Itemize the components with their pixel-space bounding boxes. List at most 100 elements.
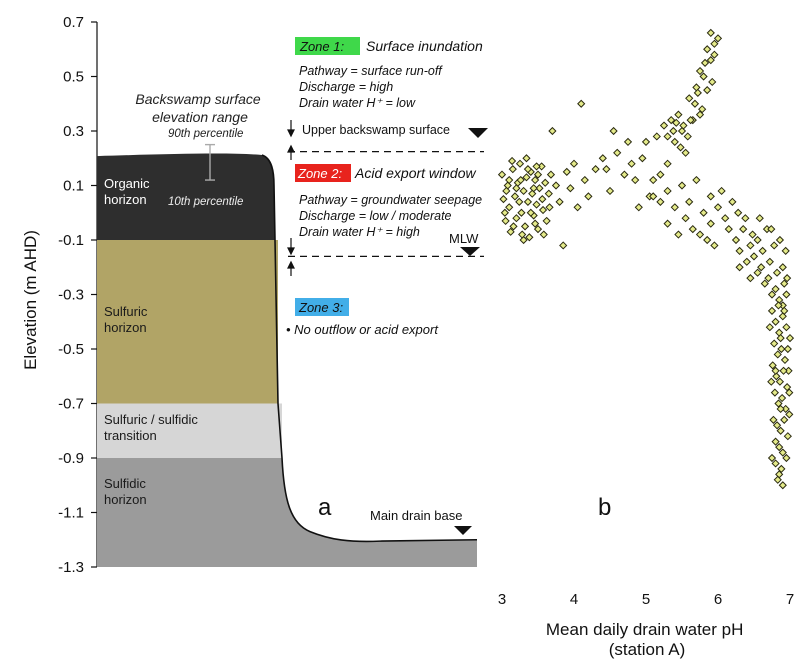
scatter-point (735, 263, 744, 272)
scatter-point (526, 208, 535, 217)
scatter-point (663, 186, 672, 196)
scatter-point (703, 45, 712, 54)
scatter-point (780, 306, 789, 315)
scatter-point (515, 159, 525, 168)
scatter-point (627, 159, 636, 168)
scatter-point (771, 366, 780, 375)
scatter-point (783, 344, 792, 354)
scatter-point (659, 121, 669, 130)
zone3-description: • No outflow or acid export (286, 322, 439, 337)
scatter-point (768, 361, 777, 370)
scatter-point (505, 175, 514, 185)
scatter-point (649, 175, 658, 185)
scatter-point (497, 170, 507, 179)
y-tick-label: 0.3 (63, 123, 84, 140)
scatter-point (765, 257, 774, 266)
panel-b-label: b (598, 494, 611, 521)
scatter-point (631, 175, 640, 185)
scatter-point (695, 230, 705, 239)
scatter-point (724, 224, 733, 234)
scatter-point (663, 159, 672, 168)
x-tick-label: 6 (714, 591, 722, 608)
zone2-label-box (295, 164, 351, 182)
scatter-point (539, 230, 548, 239)
transition-label: Sulfuric / sulfidic transition (104, 412, 202, 443)
y-tick-label: -0.1 (58, 232, 84, 249)
y-axis-title: Elevation (m AHD) (21, 230, 40, 370)
scatter-point (518, 230, 527, 239)
zone1-description: Pathway = surface run-off Discharge = hi… (299, 64, 445, 110)
scatter-point (577, 99, 586, 108)
scatter-point (685, 197, 694, 206)
scatter-point (699, 208, 708, 217)
scatter-point (677, 181, 687, 190)
sulfidic-horizon-label: Sulfidic horizon (104, 476, 150, 507)
scatter-point (591, 165, 600, 174)
scatter-point (735, 246, 744, 256)
scatter-point (517, 208, 526, 217)
scatter-point (774, 399, 783, 408)
scatter-point (529, 184, 538, 193)
scatter-point (772, 268, 782, 277)
scatter-point (676, 143, 685, 152)
scatter-point (746, 241, 755, 250)
scatter-point (770, 388, 779, 397)
scatter-point (782, 290, 791, 299)
scatter-point (770, 241, 779, 250)
scatter-point (672, 118, 681, 127)
scatter-point (731, 235, 741, 245)
scatter-point (783, 383, 792, 392)
x-axis-title: Mean daily drain water pH (station A) (546, 620, 748, 659)
scatter-point (773, 475, 782, 484)
scatter-point (501, 216, 510, 226)
scatter-point (508, 165, 517, 174)
scatter-point (685, 94, 694, 103)
scatter-point (531, 219, 540, 228)
y-tick-label: 0.5 (63, 69, 84, 86)
scatter-point (623, 137, 633, 147)
scatter-point (778, 448, 787, 457)
scatter-point (765, 323, 774, 332)
y-tick-label: 0.7 (63, 14, 84, 31)
scatter-point (509, 222, 518, 231)
scatter-point (757, 263, 766, 272)
scatter-point (760, 279, 769, 288)
scatter-point (512, 214, 521, 223)
scatter-point (781, 246, 790, 256)
scatter-point (700, 58, 710, 67)
scatter-point (580, 175, 589, 185)
scatter-point (620, 170, 629, 179)
scatter-point (522, 173, 531, 182)
scatter-point (533, 224, 543, 234)
scatter-point (569, 159, 579, 168)
scatter-point (748, 230, 757, 239)
scatter-point (546, 170, 556, 179)
scatter-point (776, 426, 785, 435)
scatter-point (782, 453, 791, 463)
scatter-point (771, 317, 780, 326)
scatter-point (753, 235, 762, 245)
scatter-point (609, 126, 618, 136)
scatter-point (669, 126, 678, 136)
sulfuric-horizon-label: Sulfuric horizon (104, 304, 151, 335)
scatter-point (681, 214, 690, 223)
scatter-point (728, 197, 737, 206)
scatter-point (710, 50, 719, 59)
zone2-label: Zone 2: (297, 166, 342, 181)
scatter-point (507, 156, 517, 166)
scatter-point (775, 377, 785, 386)
scatter-point (674, 230, 683, 239)
scatter-point (742, 257, 751, 266)
x-tick-label: 7 (786, 591, 794, 608)
scatter-point (641, 137, 651, 147)
scatter-point (785, 388, 794, 397)
scatter-point (667, 115, 676, 125)
scatter-point (634, 203, 643, 212)
scatter-point (775, 235, 785, 245)
scatter-point (755, 214, 764, 223)
scatter-point (523, 197, 533, 206)
scatter-point (706, 28, 715, 38)
scatter-point (555, 197, 564, 206)
scatter-point (773, 350, 782, 359)
